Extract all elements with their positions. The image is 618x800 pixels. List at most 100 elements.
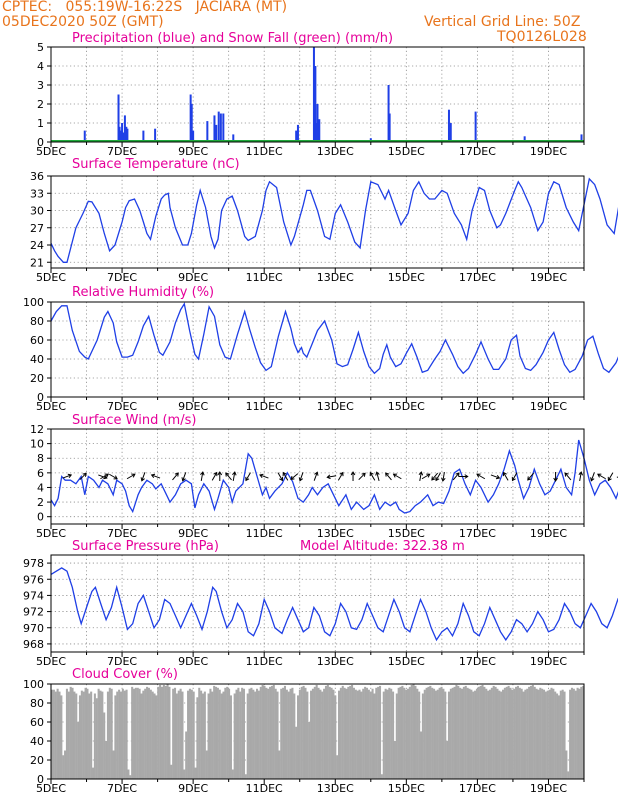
cloud-bar [82,691,85,779]
cloud-bar [308,722,311,779]
cloud-bar [405,689,408,779]
precip-bar [388,113,391,142]
cloud-bar [507,685,510,779]
precip-bar [189,94,192,142]
cloud-bar [399,686,402,779]
precip-bar [192,130,195,142]
wind-arrow-shaft [299,472,304,481]
cloud-bar [464,685,467,779]
cloud-bar [103,712,106,779]
cloud-bar [101,691,104,779]
cloud-bar [563,691,566,779]
y-tick-label: 4 [37,60,44,73]
cloud-bar [252,689,255,779]
wind-arrow-head [140,477,145,482]
wind-arrow-head [495,474,501,480]
cloud-bar [71,687,74,779]
wind-arrow-head [232,471,237,476]
cloud-bar [170,764,173,779]
x-tick-label: 15DEC [388,145,425,158]
cloud-bar [356,690,359,779]
cloud-bar [200,690,203,779]
wind-arrow-head [298,477,304,482]
cloud-bar [244,774,247,779]
cloud-bar [548,689,551,779]
cloud-bar [537,689,540,779]
panel-annotation-pressure: Model Altitude: 322.38 m [300,539,465,554]
cloud-bar [133,688,136,779]
header-line1: CPTEC: 055:19W-16:22S JACIARA (MT) [2,0,288,15]
y-tick-label: 60 [30,716,44,729]
wind-arrow-shaft [100,473,109,480]
cloud-bar [438,687,441,779]
y-tick-label: 0 [37,511,44,524]
cloud-bar [97,688,100,779]
cloud-bar [505,686,508,779]
cloud-bar [196,697,199,779]
wind-arrow-head [290,475,295,480]
panel-frame [50,301,585,398]
x-tick-label: 13DEC [317,271,354,284]
precip-bar [447,109,450,142]
cloud-bar [261,684,264,779]
precip-bar [190,104,193,142]
x-tick-label: 9DEC [178,145,208,158]
cloud-bar [300,686,303,779]
cloud-bar [416,688,419,779]
cloud-bar [229,695,232,779]
cloud-bar [481,684,484,779]
wind-arrow-shaft [419,471,422,482]
wind-arrow-shaft [442,471,445,482]
cloud-bar [187,690,190,779]
cloud-bar [509,687,512,779]
precip-bar [126,128,129,142]
cloud-bar [345,688,348,779]
x-tick-label: 19DEC [530,655,567,668]
wind-arrow-head [113,475,118,480]
cloud-bar [559,690,562,779]
wind-arrow-shaft [290,473,299,480]
cloud-bar [477,686,480,779]
x-tick-label: 9DEC [178,527,208,540]
cloud-bar [105,741,108,779]
wind-arrow-shaft [590,472,595,481]
wind-arrow-shaft [245,472,251,481]
cloud-bar [483,686,486,779]
cloud-bar [330,687,333,779]
cloud-bar [269,686,272,779]
cloud-bar [328,686,331,779]
x-tick-label: 9DEC [178,400,208,413]
cloud-bar [339,687,342,779]
cloud-bar [215,686,218,779]
cloud-bar [198,687,201,779]
x-tick-label: 5DEC [36,527,66,540]
y-tick-label: 6 [37,467,44,480]
cloud-bar [65,688,68,779]
x-tick-label: 11DEC [246,782,283,795]
panel-frame [50,428,585,525]
wind-arrow [435,472,441,482]
cloud-bar [164,685,167,779]
wind-arrow-head [464,474,469,479]
cloud-bar [114,695,117,779]
cloud-bar [541,688,544,779]
cloud-bar [487,690,490,779]
x-tick-label: 17DEC [459,400,496,413]
wind-arrow [217,471,223,481]
cloud-bar [310,690,313,779]
cloud-bar [379,685,382,779]
cloud-bar [239,691,242,779]
cloud-bar [222,691,225,779]
cloud-bar [203,691,206,779]
cloud-bar [546,690,549,779]
cloud-bar [295,726,298,779]
cloud-bar [304,687,307,779]
cloud-bar [349,685,352,779]
cloud-bar [58,691,61,779]
cloud-bar [140,693,143,779]
wind-arrow-head [350,471,356,476]
precip-bar [315,123,318,142]
cloud-bar [160,686,164,779]
cloud-bar [347,686,350,779]
